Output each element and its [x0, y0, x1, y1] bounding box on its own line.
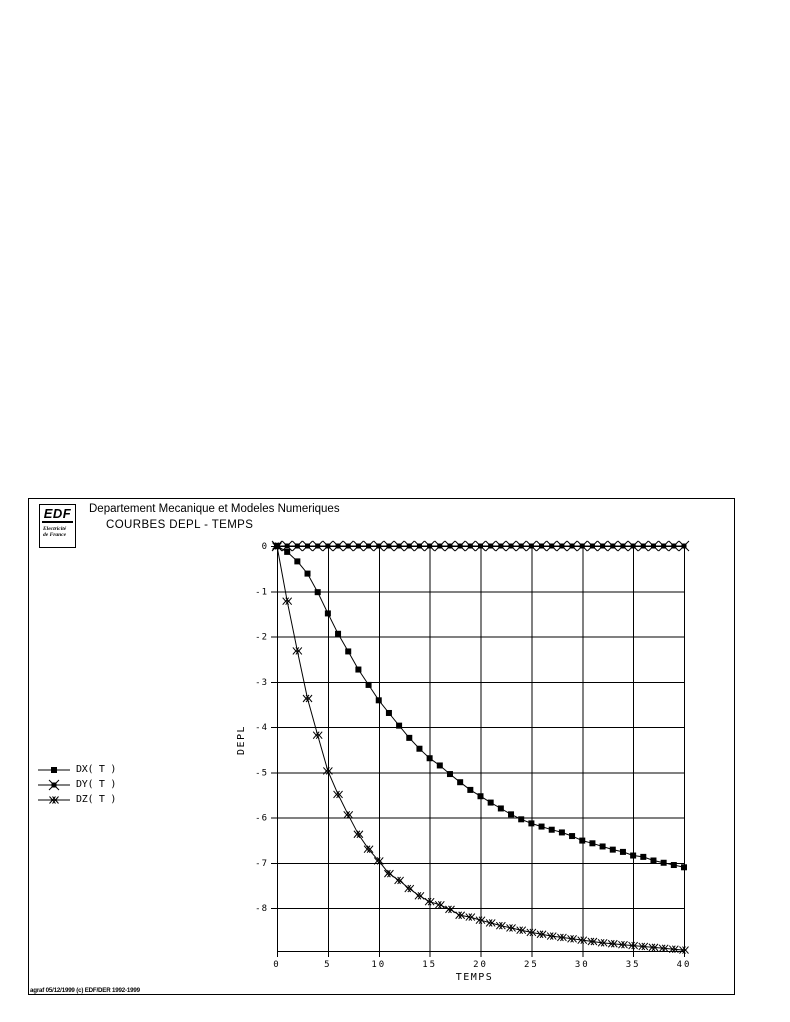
chart-plot: 0 5 10 15 20 25 30 35 40 0 -1 -2 -3 -4 -5 -6 -7 -8 TEMPS DE… [236, 540, 692, 983]
y-tick-label: -7 [255, 859, 268, 869]
legend-item-dx: DX( T ) [37, 762, 187, 777]
y-tick-label: -4 [255, 723, 268, 733]
legend-label-dy: DY( T ) [76, 779, 117, 790]
x-tick-label: 15 [422, 960, 437, 970]
x-axis-title: TEMPS [456, 972, 494, 983]
edf-logo-text: EDF [42, 506, 73, 523]
legend-label-dz: DZ( T ) [76, 794, 117, 805]
y-tick-label: -5 [255, 768, 268, 778]
x-tick-label: 0 [273, 960, 280, 970]
figure-frame: EDF Electricité de France Departement Me… [28, 498, 735, 995]
x-tick-label: 40 [677, 960, 692, 970]
legend-item-dy: DY( T ) [37, 777, 187, 792]
legend: DX( T ) DY( T ) DZ( T ) [37, 762, 187, 807]
y-tick-label: -8 [255, 904, 268, 914]
series-dx [274, 543, 687, 871]
edf-logo-sub2: de France [43, 532, 67, 538]
series-line [276, 545, 685, 951]
y-tick-label: -1 [255, 587, 268, 597]
grid-lines [277, 546, 685, 951]
dx-square-marker-icon [38, 766, 70, 773]
x-tick-label: 10 [371, 960, 386, 970]
y-tick-label: -2 [255, 633, 268, 643]
footer-credit: agraf 05/12/1999 (c) EDF/DER 1992-1999 [30, 987, 142, 994]
legend-label-dx: DX( T ) [76, 764, 117, 775]
series-dz [272, 542, 689, 954]
x-tick-label: 25 [524, 960, 539, 970]
x-tick-label: 35 [626, 960, 641, 970]
edf-logo-subtext: Electricité de France [40, 523, 75, 538]
series-dy [271, 540, 690, 552]
x-tick-label: 20 [473, 960, 488, 970]
tick-marks [271, 546, 685, 957]
y-tick-label: -6 [255, 814, 268, 824]
chart-title: COURBES DEPL - TEMPS [106, 519, 254, 531]
dz-cross-marker-icon [38, 795, 70, 804]
edf-logo-sub1: Electricité [43, 526, 67, 532]
x-tick-label: 5 [324, 960, 331, 970]
legend-item-dz: DZ( T ) [37, 792, 187, 807]
dy-star-marker-icon [38, 779, 70, 790]
edf-logo: EDF Electricité de France [39, 504, 76, 548]
y-tick-label: -3 [255, 678, 268, 688]
y-axis-title: DEPL [236, 725, 247, 755]
department-title: Departement Mecanique et Modeles Numeriq… [89, 503, 340, 515]
tick-labels: 0 5 10 15 20 25 30 35 40 0 -1 -2 -3 -4 -5 -6 -7 -8 [255, 542, 692, 970]
x-tick-label: 30 [575, 960, 590, 970]
y-tick-label: 0 [262, 542, 268, 552]
